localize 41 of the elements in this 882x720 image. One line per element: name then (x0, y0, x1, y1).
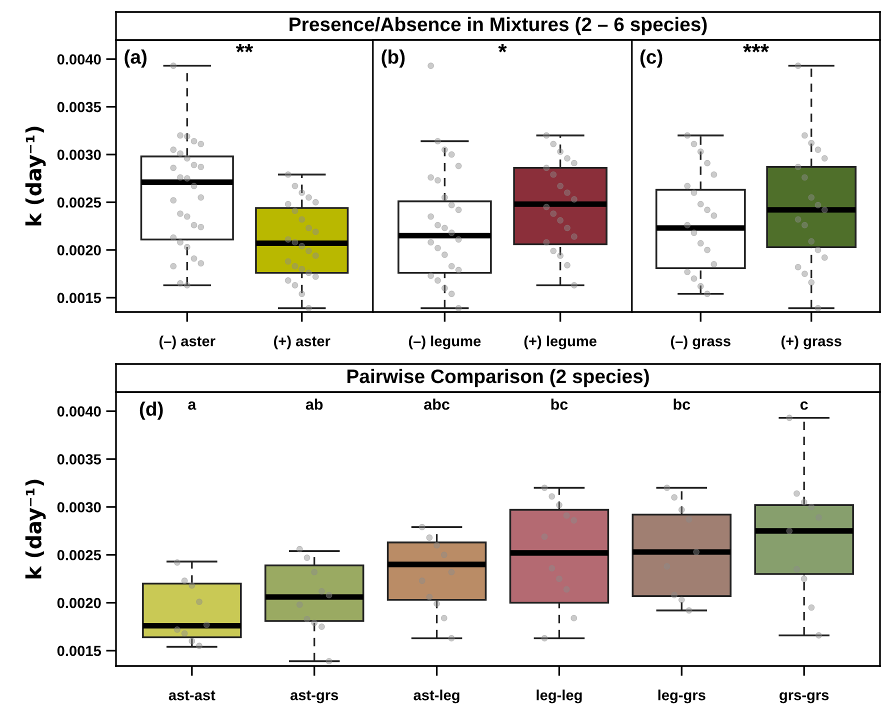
x-tick-label: (+) aster (274, 336, 330, 350)
y-tick-label: 0.0030 (57, 502, 101, 512)
x-tick-label: (+) legume (524, 336, 596, 350)
x-tick-label: ast-grs (290, 690, 338, 704)
text: Presence/Absence in Mixtures (2 – 6 species) (290, 16, 707, 36)
x-tick-label: grs-grs (780, 692, 829, 704)
annotation: a (188, 401, 196, 410)
annotation: bc (674, 398, 690, 410)
x-tick-label: ast-leg (414, 690, 460, 704)
x-tick-label: (–) legume (408, 336, 481, 350)
annotation: (a) (124, 50, 147, 68)
annotation: (c) (640, 50, 662, 68)
annotation: abc (424, 398, 450, 410)
y-tick-label: 0.0015 (57, 646, 102, 656)
y-tick-label: 0.0015 (57, 292, 102, 304)
chart-title: Pairwise Comparison (2 species) (347, 368, 649, 388)
annotation: bc (551, 398, 568, 410)
y-tick-label: 0.0025 (57, 550, 102, 560)
y-axis-title: k (day⁻¹) (25, 126, 46, 226)
y-tick-label: 0.0025 (57, 197, 102, 208)
y-tick-label: 0.0035 (57, 102, 102, 112)
x-tick-label: ast-ast (168, 690, 216, 700)
x-tick-label: (–) grass (670, 336, 730, 350)
x-tick-label: leg-grs (658, 690, 706, 704)
x-tick-label: leg-leg (536, 690, 582, 704)
y-axis-title: k (day⁻¹) (25, 480, 46, 578)
y-tick-label: 0.0020 (57, 245, 101, 256)
y-tick-label: 0.0040 (57, 54, 101, 65)
y-tick-label: 0.0040 (57, 406, 101, 417)
annotation: (b) (382, 50, 405, 68)
annotation: (d) (140, 402, 163, 420)
x-tick-label: (+) grass (781, 336, 842, 350)
annotation: ** (236, 44, 254, 52)
annotation: *** (743, 44, 769, 52)
y-tick-label: 0.0035 (57, 454, 102, 465)
annotation: * (498, 44, 507, 52)
y-tick-label: 0.0030 (57, 150, 101, 160)
annotation: c (800, 401, 808, 410)
y-tick-label: 0.0020 (57, 598, 101, 608)
annotation: ab (306, 398, 323, 410)
x-tick-label: (–) aster (159, 336, 216, 350)
